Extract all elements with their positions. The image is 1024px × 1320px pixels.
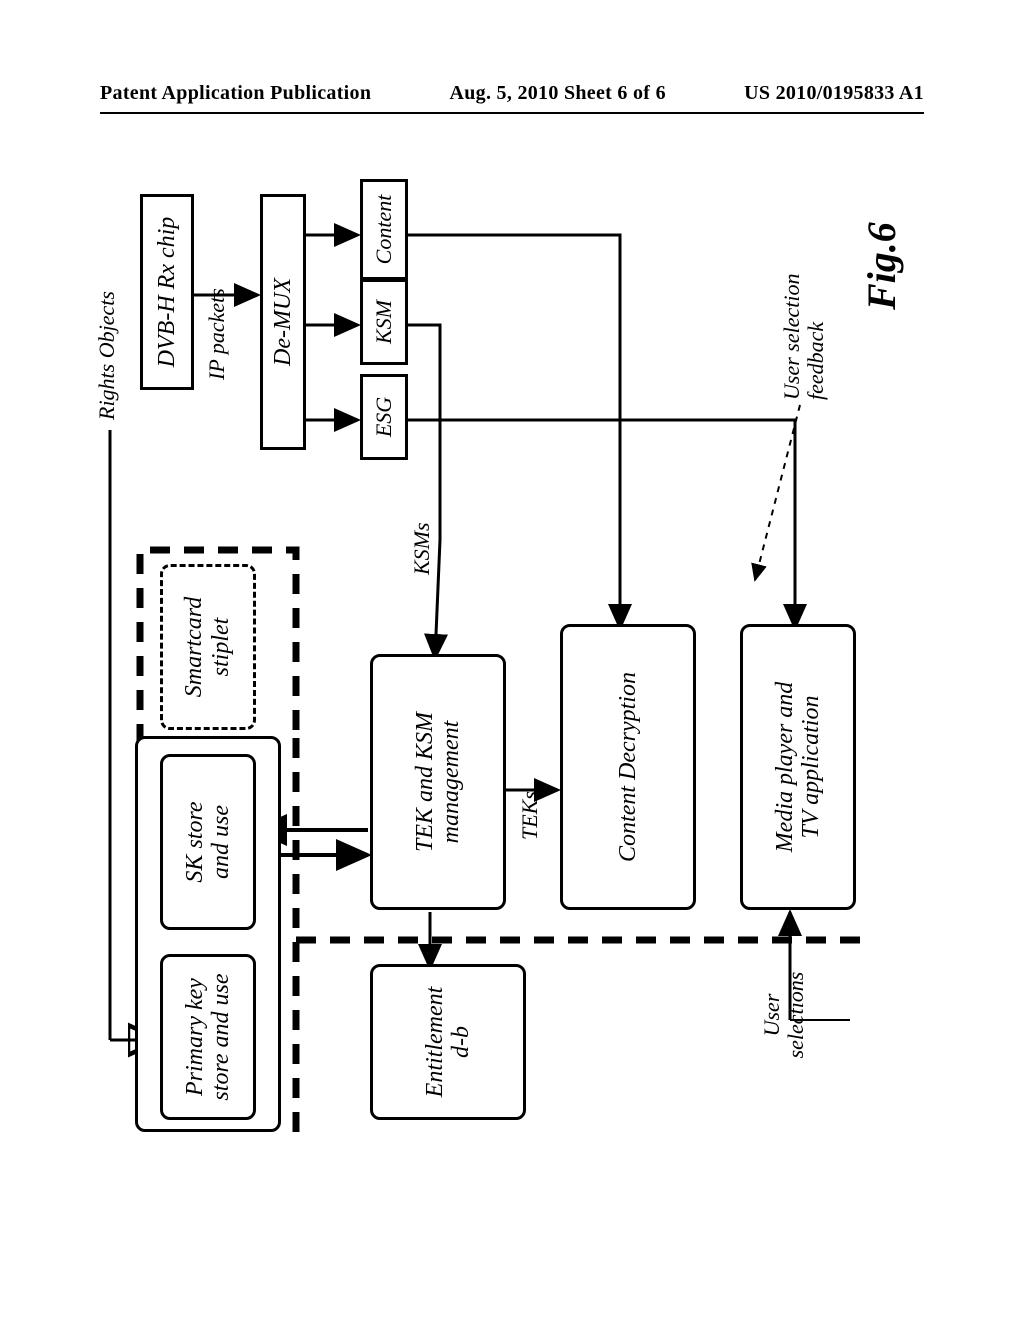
esg-label: ESG xyxy=(372,397,396,437)
tek-ksm-label: TEK and KSMmanagement xyxy=(412,712,465,852)
sk-store-label: SK storeand use xyxy=(182,801,235,882)
media-player-box: Media player andTV application xyxy=(740,624,856,910)
dvbh-chip-label: DVB-H Rx chip xyxy=(154,217,180,368)
dvbh-chip-box: DVB-H Rx chip xyxy=(140,194,194,390)
rights-objects-label: Rights Objects xyxy=(95,291,119,420)
user-selection-feedback-label: User selectionfeedback xyxy=(780,230,828,400)
figure-label: Fig.6 xyxy=(860,222,904,310)
de-mux-label: De-MUX xyxy=(270,278,296,366)
media-player-label: Media player andTV application xyxy=(772,682,825,853)
de-mux-box: De-MUX xyxy=(260,194,306,450)
content-decryption-label: Content Decryption xyxy=(615,672,641,862)
sk-store-box: SK storeand use xyxy=(160,754,256,930)
primary-key-label: Primary keystore and use xyxy=(182,973,235,1100)
ksm-label: KSM xyxy=(372,300,396,344)
ip-packets-label: IP packets xyxy=(205,288,229,380)
primary-key-box: Primary keystore and use xyxy=(160,954,256,1120)
content-box: Content xyxy=(360,179,408,280)
smartcard-stiplet-box: Smartcardstiplet xyxy=(160,564,256,730)
entitlement-db-label: Entitlementd-b xyxy=(422,987,475,1098)
ksms-label: KSMs xyxy=(410,522,434,575)
user-selections-label: Userselections xyxy=(760,950,808,1080)
header-left: Patent Application Publication xyxy=(100,82,371,112)
teks-label: TEKs xyxy=(518,791,542,840)
header-center: Aug. 5, 2010 Sheet 6 of 6 xyxy=(449,82,665,112)
esg-box: ESG xyxy=(360,374,408,460)
entitlement-db-box: Entitlementd-b xyxy=(370,964,526,1120)
ksm-box: KSM xyxy=(360,279,408,365)
tek-ksm-box: TEK and KSMmanagement xyxy=(370,654,506,910)
content-label: Content xyxy=(372,195,396,265)
header-right: US 2010/0195833 A1 xyxy=(744,82,924,112)
smartcard-stiplet-label: Smartcardstiplet xyxy=(181,597,235,697)
content-decryption-box: Content Decryption xyxy=(560,624,696,910)
